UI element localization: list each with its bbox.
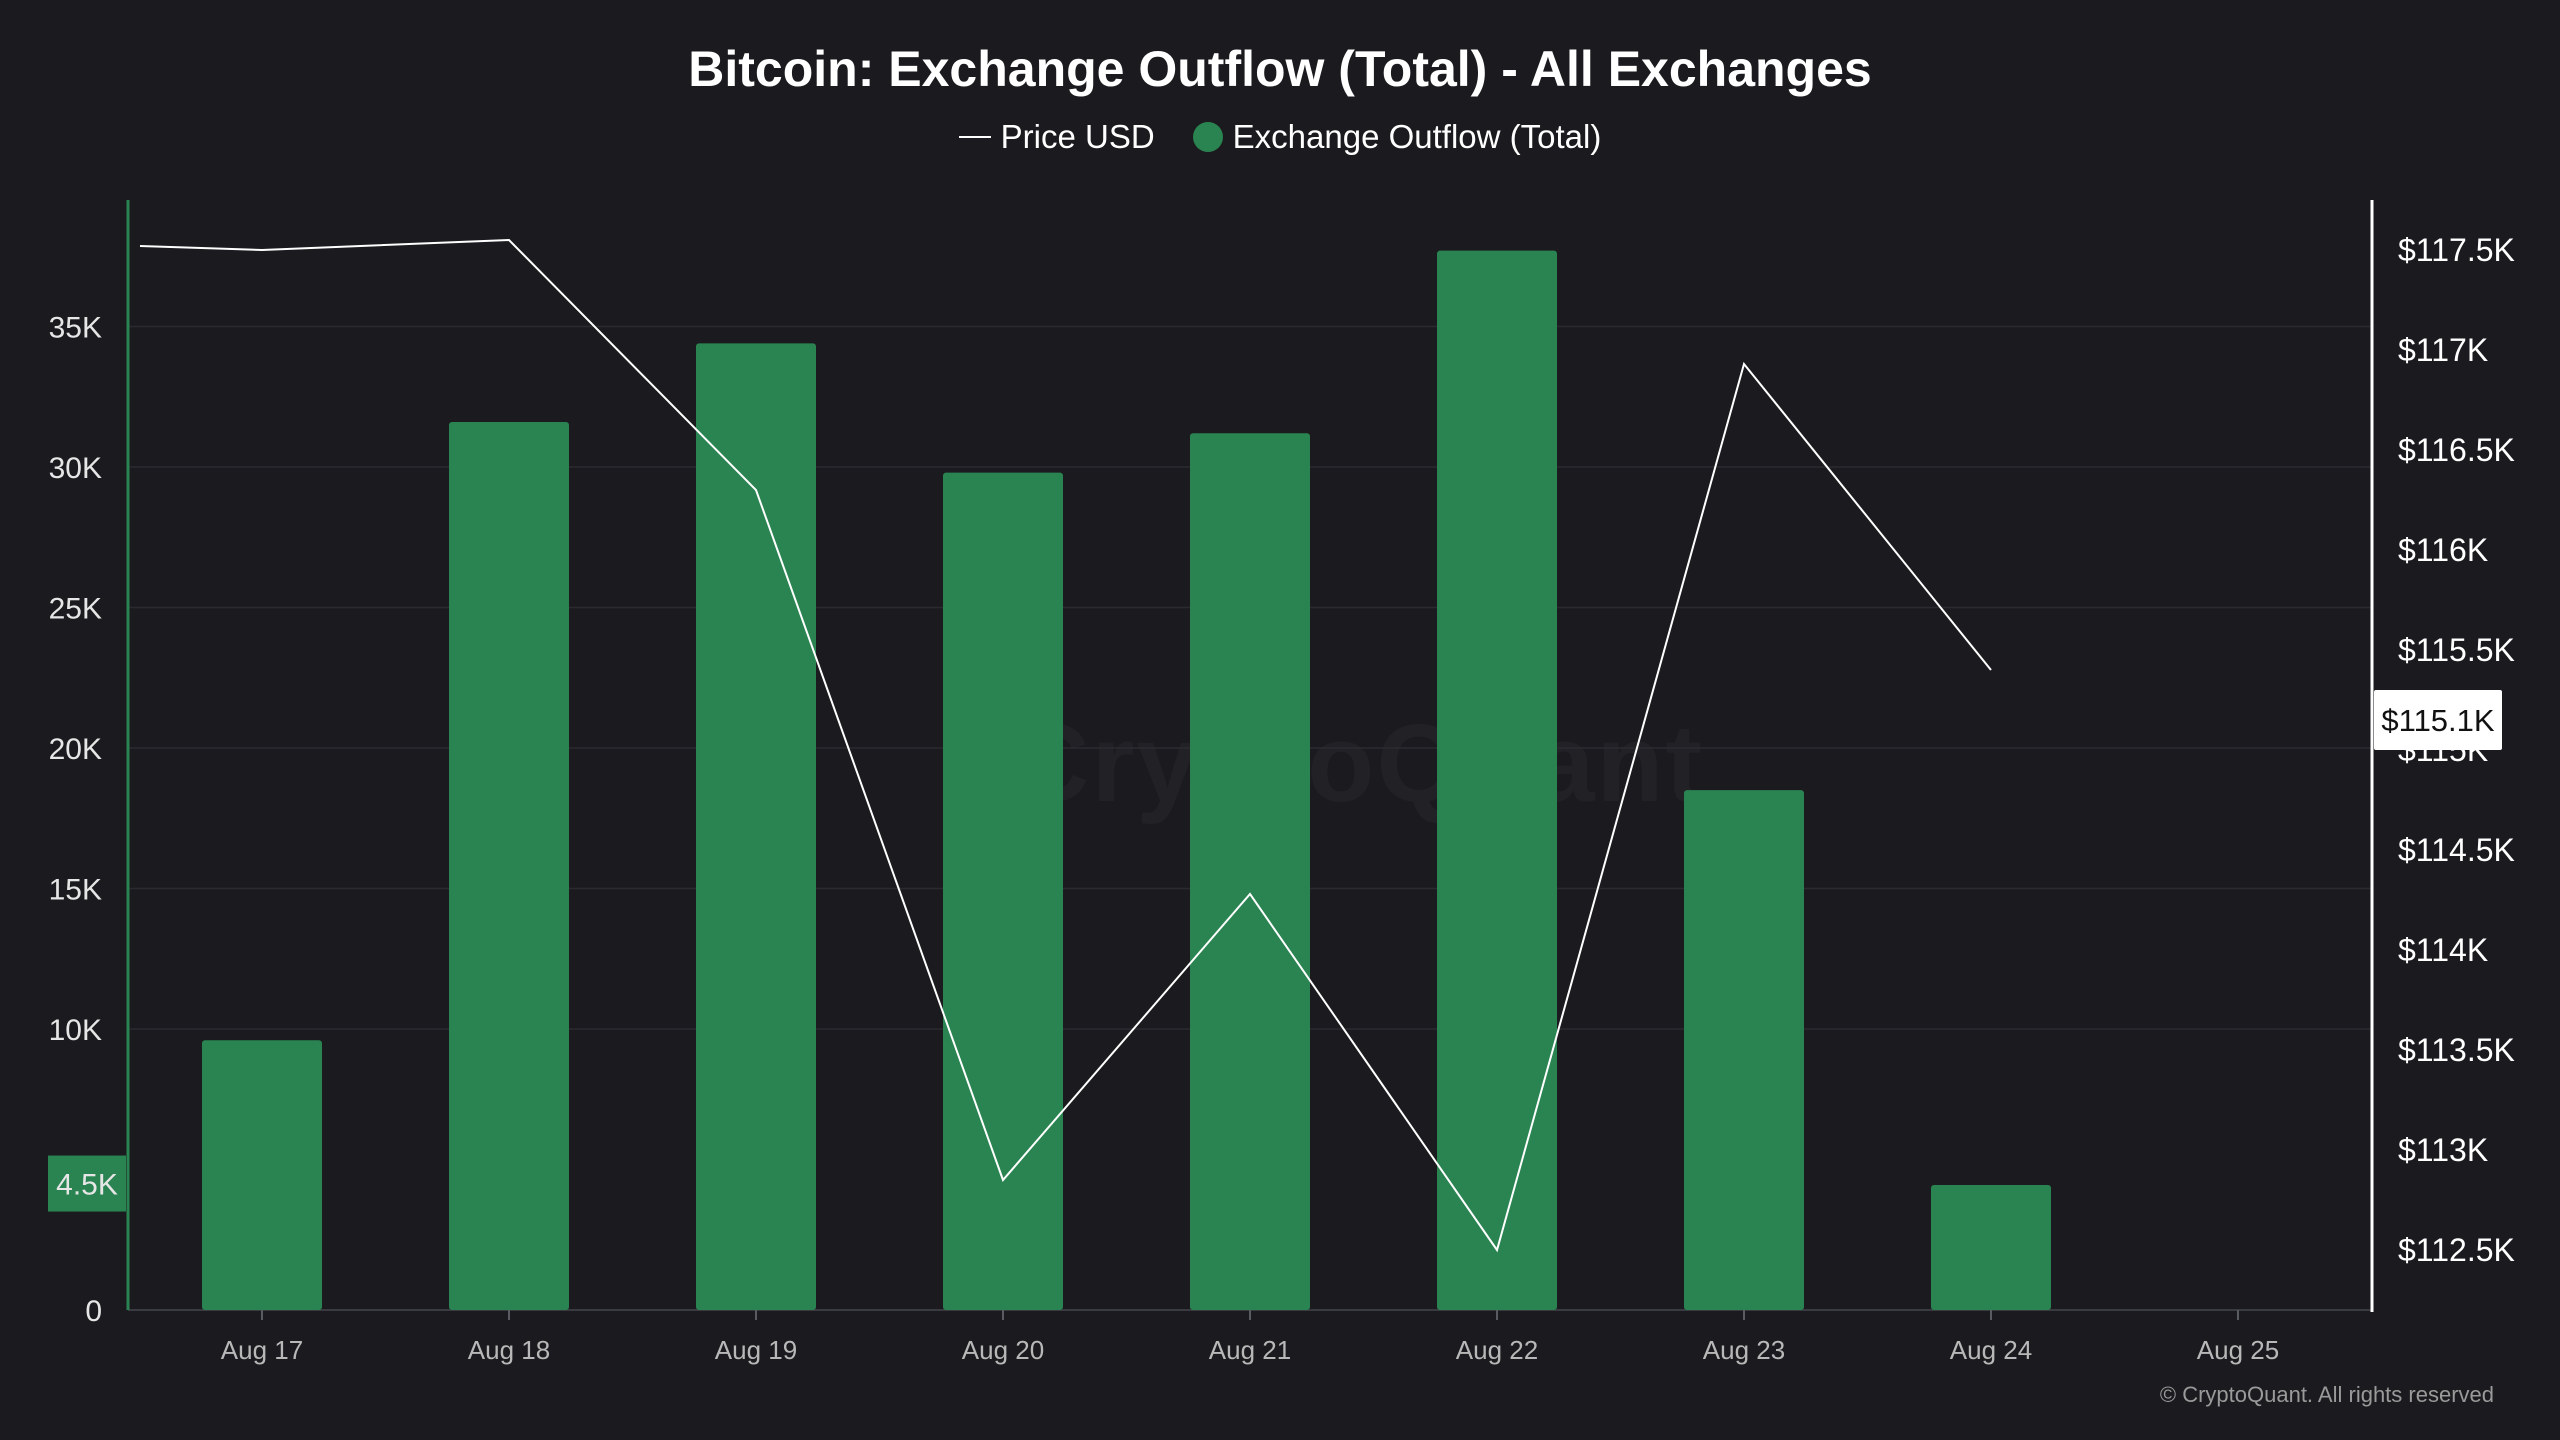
y-left-tick-label: 10K — [49, 1014, 102, 1047]
y-left-tick-label: 35K — [49, 311, 102, 344]
current-outflow-tag — [48, 1155, 126, 1212]
x-tick-label: Aug 21 — [1209, 1335, 1291, 1365]
y-right-tick-label: $113K — [2398, 1132, 2488, 1168]
y-right-tick-label: $117.5K — [2398, 232, 2515, 268]
outflow-bar[interactable] — [202, 1040, 322, 1310]
y-left-tick-label: 0 — [85, 1295, 102, 1328]
current-price-label: $115.1K — [2381, 703, 2495, 738]
chart-title: Bitcoin: Exchange Outflow (Total) - All … — [688, 41, 1872, 97]
y-right-tick-label: $116K — [2398, 532, 2488, 568]
legend-price-label: Price USD — [1000, 118, 1155, 155]
y-right-tick-label: $114K — [2398, 932, 2488, 968]
price-line-swatch — [958, 136, 991, 138]
legend-outflow-label: Exchange Outflow (Total) — [1232, 118, 1602, 155]
outflow-bar[interactable] — [1190, 433, 1310, 1311]
y-right-tick-label: $115.5K — [2398, 632, 2515, 668]
x-tick-label: Aug 18 — [468, 1335, 550, 1365]
x-tick-label: Aug 19 — [715, 1335, 797, 1365]
outflow-bar[interactable] — [1684, 790, 1804, 1310]
watermark: CryptoQuant — [1010, 702, 1705, 825]
y-right-tick-label: $117K — [2398, 332, 2488, 368]
legend-item-outflow[interactable]: Exchange Outflow (Total) — [1192, 118, 1602, 156]
x-tick-label: Aug 24 — [1950, 1335, 2032, 1365]
outflow-bar[interactable] — [1437, 250, 1557, 1310]
y-right-tick-label: $112.5K — [2398, 1232, 2515, 1268]
chart-legend: Price USD Exchange Outflow (Total) — [0, 118, 2560, 156]
outflow-bar[interactable] — [943, 472, 1063, 1310]
current-outflow-label: 4.5K — [56, 1169, 118, 1202]
price-line[interactable] — [139, 238, 1992, 1253]
x-tick-label: Aug 20 — [962, 1335, 1044, 1365]
y-left-tick-label: 30K — [49, 452, 102, 485]
outflow-bar[interactable] — [1931, 1184, 2051, 1310]
x-tick-label: Aug 17 — [221, 1335, 303, 1365]
y-left-tick-label: 25K — [49, 592, 102, 625]
outflow-bar[interactable] — [696, 343, 816, 1310]
y-left-tick-label: 15K — [49, 873, 102, 906]
outflow-dot-swatch — [1192, 122, 1223, 152]
x-tick-label: Aug 22 — [1456, 1335, 1538, 1365]
x-tick-label: Aug 23 — [1703, 1335, 1785, 1365]
current-price-tag — [2374, 690, 2502, 750]
legend-item-price[interactable]: Price USD — [958, 118, 1155, 156]
y-right-tick-label: $116.5K — [2398, 432, 2515, 468]
y-left-tick-label: 20K — [49, 733, 102, 766]
y-right-tick-label: $114.5K — [2398, 832, 2515, 868]
y-right-tick-label: $113.5K — [2398, 1032, 2515, 1068]
copyright-text: © CryptoQuant. All rights reserved — [2159, 1382, 2494, 1407]
outflow-bar[interactable] — [449, 422, 569, 1310]
x-tick-label: Aug 25 — [2197, 1335, 2279, 1365]
